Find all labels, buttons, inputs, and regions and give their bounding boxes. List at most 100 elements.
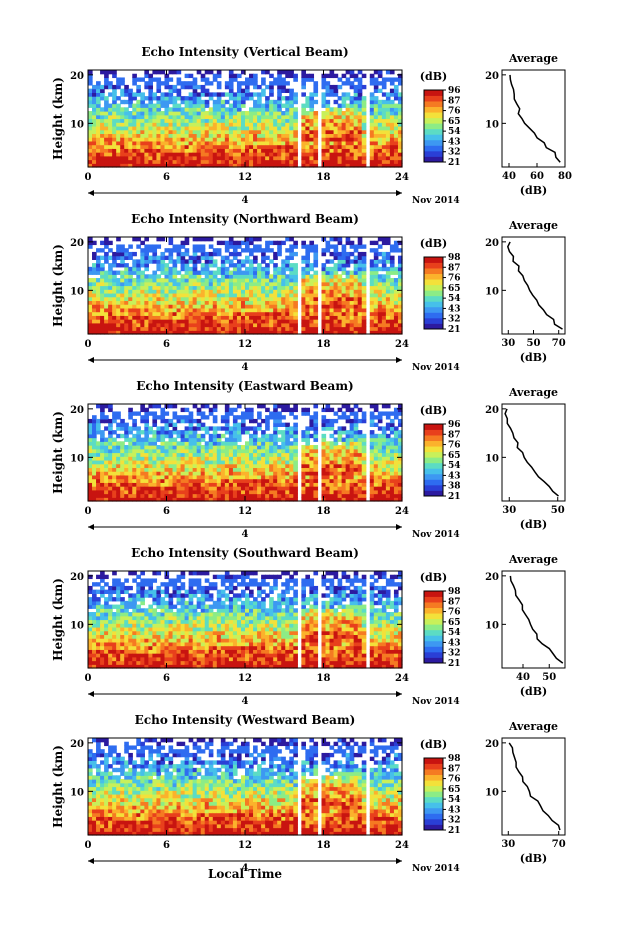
- heatmap-cell: [136, 292, 141, 298]
- heatmap-cell: [156, 84, 162, 90]
- heatmap-cell: [373, 330, 379, 335]
- heatmap-cell: [228, 296, 234, 302]
- heatmap-cell: [357, 289, 363, 294]
- colorbar-tick-label: 43: [448, 304, 461, 314]
- heatmap-cell: [325, 240, 331, 246]
- heatmap-cell: [216, 96, 222, 101]
- heatmap-cell: [329, 259, 335, 264]
- heatmap-cell: [208, 274, 214, 279]
- heatmap-cell: [240, 489, 246, 495]
- heatmap-cell: [232, 114, 238, 120]
- heatmap-cell: [357, 92, 363, 97]
- heatmap-cell: [381, 311, 387, 316]
- heatmap-cell: [232, 118, 238, 123]
- heatmap-cell: [192, 463, 198, 469]
- heatmap-cell: [216, 111, 222, 116]
- heatmap-cell: [373, 84, 379, 90]
- heatmap-cell: [116, 107, 121, 112]
- heatmap-cell: [172, 430, 178, 435]
- average-x-tick-label: 80: [558, 171, 572, 182]
- heatmap-cell: [100, 311, 105, 316]
- heatmap-cell: [140, 445, 145, 450]
- heatmap-cell: [148, 311, 154, 316]
- heatmap-cell: [208, 467, 214, 472]
- heatmap-cell: [192, 319, 198, 324]
- colorbar-swatch: [424, 268, 443, 275]
- heatmap-cell: [196, 137, 202, 142]
- heatmap-cell: [385, 77, 391, 82]
- heatmap-cell: [216, 163, 222, 168]
- heatmap-cell: [204, 255, 210, 260]
- heatmap-cell: [92, 129, 97, 135]
- heatmap-cell: [124, 274, 129, 279]
- heatmap-cell: [92, 311, 97, 316]
- heatmap-cell: [128, 88, 133, 93]
- heatmap-cell: [236, 73, 242, 79]
- heatmap-cell: [176, 278, 182, 283]
- heatmap-cell: [357, 107, 363, 112]
- heatmap-cell: [204, 251, 210, 257]
- heatmap-cell: [192, 92, 198, 97]
- heatmap-cell: [184, 304, 190, 309]
- heatmap-cell: [188, 322, 194, 328]
- heatmap-cell: [245, 478, 250, 483]
- heatmap-cell: [240, 99, 246, 105]
- heatmap-cell: [261, 285, 266, 290]
- heatmap-cell: [212, 144, 218, 149]
- heatmap-cell: [281, 278, 286, 283]
- heatmap-cell: [184, 163, 190, 168]
- heatmap-cell: [236, 122, 242, 127]
- heatmap-cell: [184, 474, 190, 480]
- heatmap-cell: [253, 433, 258, 439]
- heatmap-cell: [305, 426, 311, 431]
- heatmap-cell: [136, 155, 141, 161]
- colorbar-swatch: [424, 323, 443, 330]
- heatmap-cell: [293, 452, 298, 457]
- heatmap-cell: [337, 300, 343, 305]
- heatmap-cell: [112, 456, 117, 461]
- heatmap-cell: [341, 319, 347, 324]
- heatmap-cell: [325, 452, 331, 457]
- heatmap-cell: [345, 300, 351, 305]
- heatmap-cell: [393, 114, 399, 120]
- heatmap-cell: [228, 159, 234, 164]
- heatmap-cell: [273, 137, 278, 142]
- heatmap-cell: [261, 322, 266, 328]
- heatmap-cell: [172, 307, 178, 313]
- heatmap-cell: [361, 330, 367, 335]
- heatmap-cell: [236, 155, 242, 161]
- heatmap-cell: [309, 278, 315, 283]
- colorbar-swatch: [424, 101, 443, 108]
- heatmap-cell: [228, 445, 234, 450]
- heatmap-cell: [188, 330, 194, 335]
- heatmap-cell: [124, 285, 129, 290]
- heatmap-cell: [273, 274, 278, 279]
- heatmap-cell: [208, 70, 214, 75]
- heatmap-cell: [208, 81, 214, 86]
- heatmap-cell: [196, 307, 202, 313]
- heatmap-cell: [104, 493, 109, 498]
- heatmap-cell: [104, 296, 109, 302]
- heatmap-cell: [192, 285, 198, 290]
- heatmap-cell: [245, 274, 250, 279]
- heatmap-cell: [112, 493, 117, 498]
- heatmap-cell: [144, 311, 149, 316]
- heatmap-cell: [353, 307, 359, 313]
- heatmap-cell: [228, 251, 234, 257]
- heatmap-cell: [128, 152, 133, 157]
- heatmap-cell: [136, 452, 141, 457]
- heatmap-cell: [148, 88, 154, 93]
- heatmap-cell: [301, 240, 306, 246]
- panel-1: Echo Intensity (Vertical Beam)0 6 12 18 2420…: [51, 45, 572, 206]
- heatmap-cell: [325, 84, 331, 90]
- heatmap-cell: [96, 163, 101, 168]
- heatmap-cell: [245, 155, 250, 161]
- heatmap-cell: [329, 304, 335, 309]
- heatmap-cell: [325, 125, 331, 131]
- heatmap-cell: [188, 255, 194, 260]
- heatmap-cell: [204, 285, 210, 290]
- heatmap-cell: [108, 84, 113, 90]
- heatmap-cell: [184, 459, 190, 465]
- heatmap-cell: [393, 84, 399, 90]
- heatmap-cell: [196, 311, 202, 316]
